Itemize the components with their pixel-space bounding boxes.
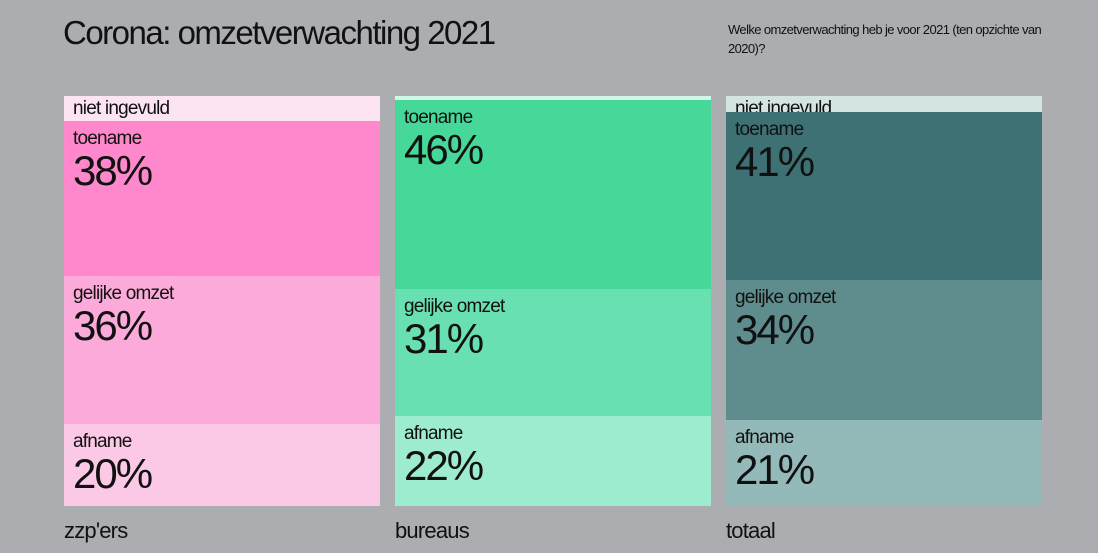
chart-title: Corona: omzetverwachting 2021 bbox=[63, 14, 496, 51]
segment-label: afname bbox=[735, 426, 794, 448]
data-label: 22% bbox=[404, 441, 484, 489]
bar-segment: gelijke omzet 34% bbox=[726, 280, 1042, 420]
segment-label: toename bbox=[735, 119, 804, 141]
bar-segment: afname 21% bbox=[726, 419, 1042, 506]
bar-segment: niet ingevuld bbox=[64, 96, 380, 121]
segment-label: gelijke omzet bbox=[404, 295, 505, 317]
chart-question: Welke omzetverwachting heb je voor 2021 … bbox=[728, 22, 1042, 56]
data-label: 41% bbox=[735, 138, 815, 186]
segment-label: toename bbox=[73, 127, 142, 149]
segment-label: toename bbox=[404, 107, 473, 129]
category-label: totaal bbox=[726, 518, 776, 543]
segment-label: niet ingevuld bbox=[404, 99, 711, 101]
data-label: 34% bbox=[735, 306, 815, 354]
data-label: 31% bbox=[404, 314, 484, 362]
segment-label: niet ingevuld bbox=[73, 98, 170, 119]
bar-segment: afname 20% bbox=[64, 423, 380, 506]
segment-label: afname bbox=[404, 422, 463, 444]
bar-0: niet ingevuld toename 38% gelijke omzet 36% a… bbox=[64, 96, 380, 506]
segment-label: gelijke omzet bbox=[735, 287, 836, 309]
bar-segment: gelijke omzet 36% bbox=[64, 276, 380, 424]
bar-segment: toename 38% bbox=[64, 120, 380, 277]
bar-1: niet ingevuldtoename46%gelijke omzet31%a… bbox=[395, 96, 711, 506]
bar-segment: afname 22% bbox=[395, 415, 711, 506]
data-label: 20% bbox=[73, 449, 153, 497]
category-label: zzp'ers bbox=[64, 518, 128, 543]
data-label: 46% bbox=[404, 126, 484, 174]
segment-label: afname bbox=[73, 430, 132, 452]
data-label: 38% bbox=[73, 146, 153, 194]
bar-segment: gelijke omzet 31% bbox=[395, 288, 711, 416]
bar-segment: toename 46% bbox=[395, 100, 711, 289]
category-label: bureaus bbox=[395, 518, 470, 543]
segment-label: gelijke omzet bbox=[73, 283, 174, 305]
bar-2: niet ingevuld toename 41% gelijke omzet 34% a… bbox=[726, 96, 1042, 506]
data-label: 36% bbox=[73, 302, 153, 350]
bar-segment: niet ingevuld bbox=[726, 96, 1042, 113]
bar-segment: niet ingevuld bbox=[395, 96, 711, 101]
data-label: 21% bbox=[735, 445, 815, 493]
bar-segment: toename 41% bbox=[726, 112, 1042, 281]
segment-label: niet ingevuld bbox=[735, 98, 832, 113]
